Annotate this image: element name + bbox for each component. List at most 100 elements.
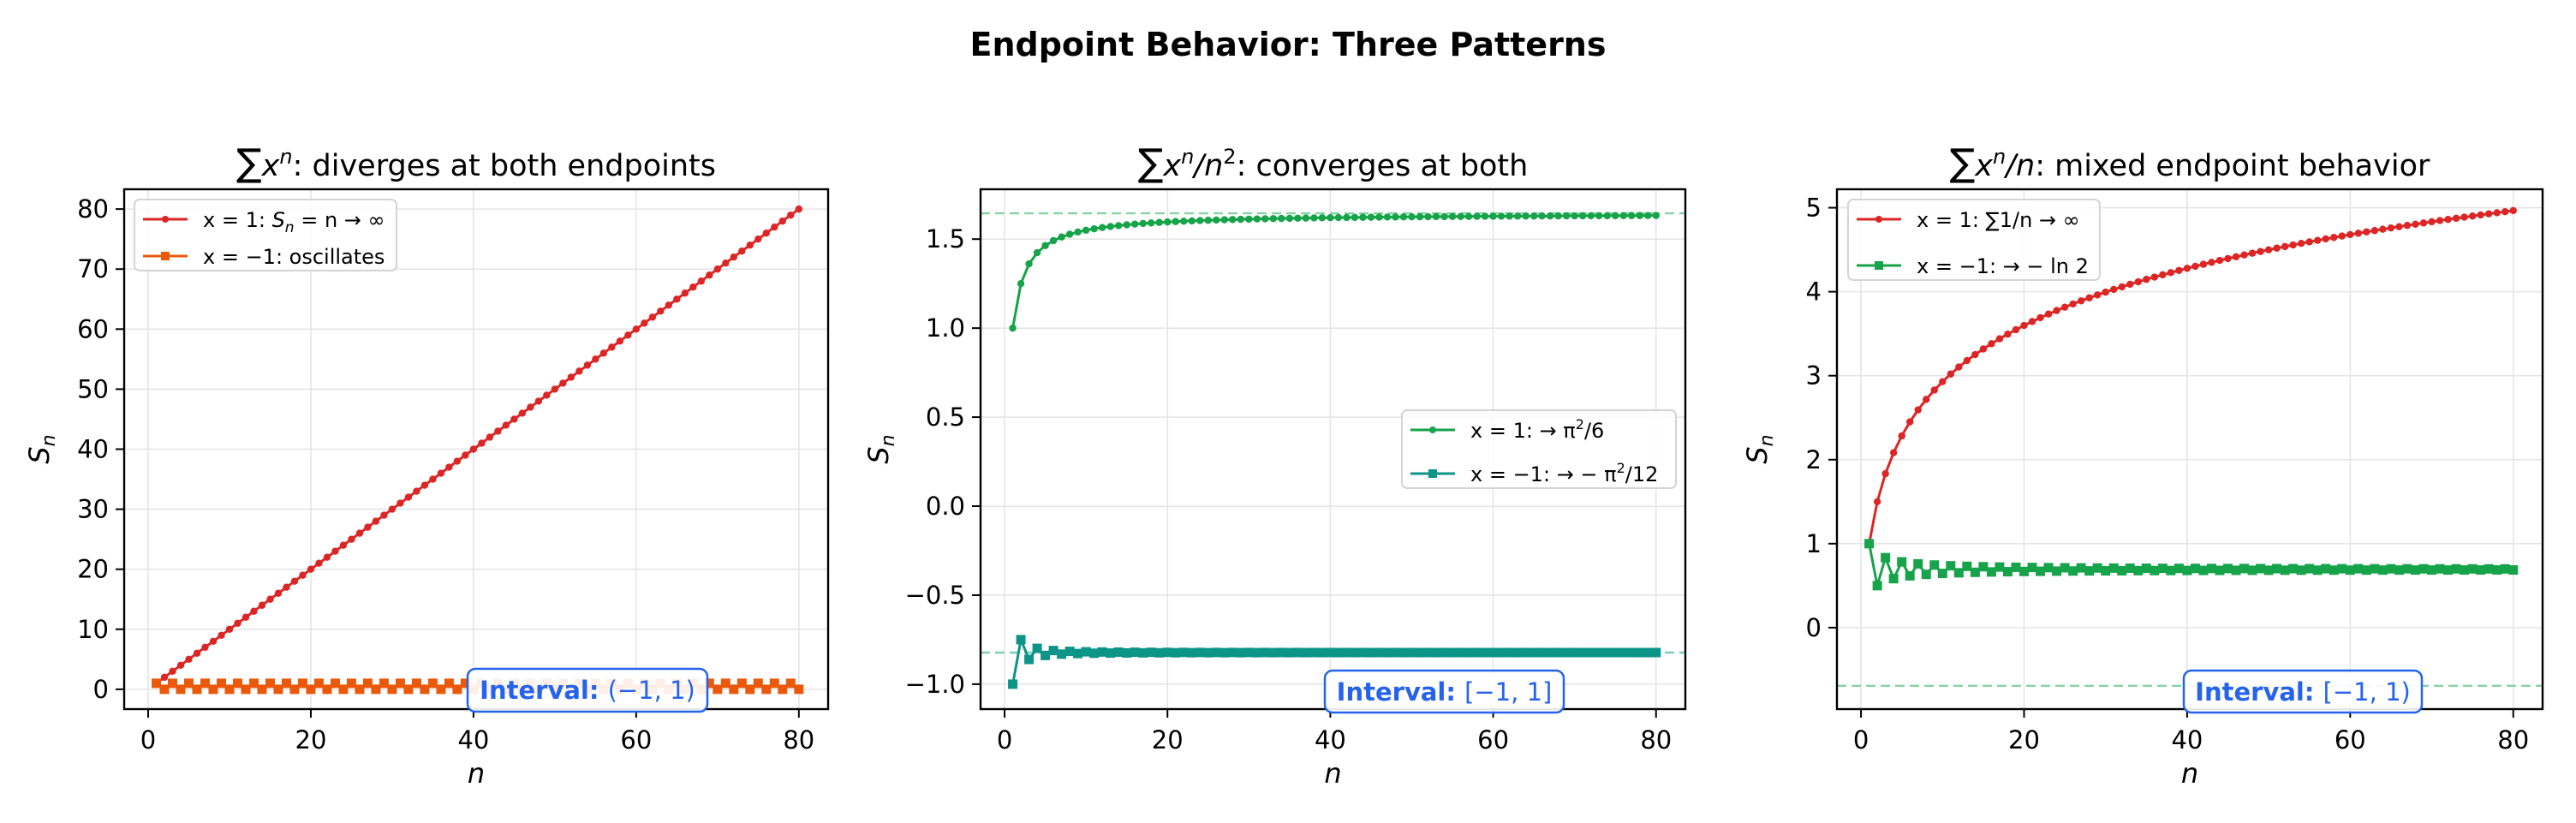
data-point (1923, 396, 1930, 403)
data-point (2468, 212, 2477, 220)
data-point (2460, 565, 2470, 576)
data-point (1538, 212, 1546, 220)
data-point (460, 678, 470, 689)
data-point (567, 373, 575, 381)
data-point (168, 678, 178, 689)
data-point (257, 684, 267, 695)
legend-label: x = −1: oscillates (203, 245, 385, 269)
x-tick-label: 0 (1853, 725, 1869, 754)
data-point (1496, 647, 1506, 658)
data-point (1489, 212, 1497, 220)
data-point (2167, 269, 2175, 277)
legend-label: x = −1: → − π2/12 (1470, 460, 1658, 486)
data-point (1978, 562, 1989, 572)
data-point (1260, 647, 1270, 658)
data-point (1172, 218, 1179, 225)
data-point (258, 601, 266, 609)
data-point (2256, 564, 2266, 574)
x-axis-label: n (2181, 757, 2198, 790)
data-point (1962, 561, 1972, 571)
data-point (388, 505, 397, 513)
data-point (746, 241, 754, 249)
legend-item: x = −1: → − π2/12 (1410, 460, 1658, 486)
subplot-3: 0 20 40 60 80 0 1 2 3 4 5 n Sn ∑xn/n: mixed endpoint … (1741, 141, 2544, 790)
data-point (1431, 647, 1441, 658)
data-point (290, 577, 299, 585)
data-point (1512, 647, 1523, 658)
data-point (2076, 563, 2086, 573)
data-point (160, 673, 169, 682)
data-point (2085, 294, 2093, 301)
data-point (1220, 216, 1228, 224)
data-point (313, 678, 324, 689)
data-point (2484, 564, 2494, 574)
data-point (2191, 262, 2199, 271)
subplot-title: ∑xn: diverges at both endpoints (236, 141, 716, 185)
data-point (1097, 647, 1107, 657)
data-point (1357, 647, 1368, 658)
subplot-title: ∑xn/n2: converges at both (1138, 141, 1529, 185)
data-point (355, 529, 364, 537)
data-point (2036, 566, 2046, 576)
data-point (371, 684, 381, 695)
data-point (494, 427, 502, 435)
data-point (1529, 647, 1539, 658)
data-point (1392, 213, 1399, 221)
data-point (1626, 647, 1637, 658)
data-point (2248, 249, 2257, 257)
data-point (2354, 230, 2363, 237)
data-point (583, 361, 592, 369)
data-point (1114, 222, 1123, 230)
data-point (1561, 647, 1571, 658)
legend-label: x = −1: → − ln 2 (1917, 254, 2089, 278)
data-point (1570, 647, 1580, 658)
y-tick-label: 50 (77, 374, 109, 403)
data-point (2215, 565, 2225, 576)
data-point (1562, 212, 1571, 220)
data-point (2436, 217, 2444, 224)
data-point (1334, 213, 1343, 222)
data-point (1602, 647, 1613, 658)
subplot-2: 0 20 40 60 80 −1.0 −0.5 0.0 0.5 1.0 1.5 n Sn ∑xn/n2: … (862, 141, 1687, 790)
data-point (697, 277, 706, 285)
data-point (200, 678, 210, 689)
data-point (2288, 564, 2299, 574)
data-point (1906, 418, 1914, 426)
data-point (1881, 469, 1889, 478)
x-tick-label: 20 (2008, 725, 2040, 754)
data-point (411, 678, 421, 689)
data-point (169, 667, 176, 676)
data-point (1612, 212, 1619, 220)
figure-title: Endpoint Behavior: Three Patterns (969, 26, 1607, 63)
data-point (1545, 647, 1555, 658)
data-point (706, 271, 713, 279)
legend-item: x = 1: → π2/6 (1410, 416, 1604, 443)
data-point (657, 307, 665, 315)
x-tick-label: 40 (2171, 725, 2203, 754)
data-point (673, 295, 681, 303)
data-point (1913, 558, 1923, 569)
data-point (2108, 563, 2119, 573)
data-point (2370, 227, 2379, 235)
data-point (1195, 647, 1205, 658)
data-point (2345, 565, 2355, 576)
data-point (1081, 647, 1091, 657)
data-point (216, 678, 226, 689)
data-point (1554, 212, 1562, 220)
data-point (2159, 271, 2167, 279)
data-point (1390, 647, 1400, 658)
data-point (1048, 646, 1058, 656)
interval-annotation: Interval: [−1, 1] (1323, 669, 1565, 714)
data-point (2273, 244, 2281, 252)
data-point (1065, 230, 1074, 238)
data-point (2338, 232, 2346, 240)
data-point (2379, 225, 2387, 233)
data-point (1309, 647, 1319, 658)
y-tick-label: 4 (1806, 277, 1822, 307)
data-point (1229, 216, 1237, 224)
data-point (193, 649, 201, 658)
y-tick-label: 40 (77, 435, 109, 464)
data-point (1374, 647, 1384, 658)
data-point (730, 253, 738, 261)
data-point (2027, 563, 2037, 573)
